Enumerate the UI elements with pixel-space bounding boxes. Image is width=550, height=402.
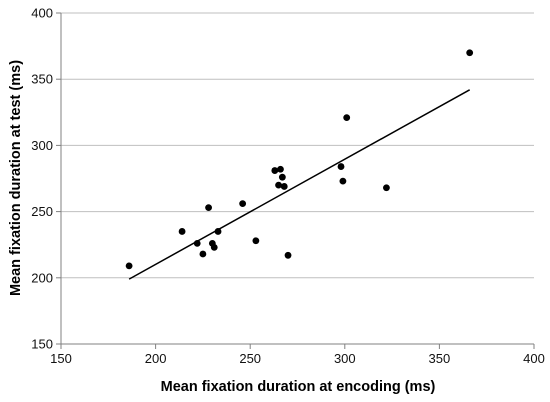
x-tick-label: 300 xyxy=(334,351,356,366)
axes xyxy=(56,12,535,349)
x-tick-label: 200 xyxy=(145,351,167,366)
y-tick-label: 200 xyxy=(31,270,53,285)
data-point xyxy=(339,177,347,185)
data-points xyxy=(125,49,474,270)
data-point xyxy=(210,243,218,251)
data-point xyxy=(125,262,133,270)
y-axis-title: Mean fixation duration at test (ms) xyxy=(8,60,24,296)
data-point xyxy=(178,228,186,235)
data-point xyxy=(466,49,474,57)
data-point xyxy=(280,183,288,190)
data-point xyxy=(252,237,260,245)
y-tick-label: 400 xyxy=(31,6,53,21)
trendline-group xyxy=(128,89,471,280)
data-point xyxy=(199,250,207,258)
x-tick-label: 400 xyxy=(523,351,545,366)
data-point xyxy=(343,114,351,121)
data-point xyxy=(193,239,201,247)
data-point xyxy=(214,228,222,235)
x-tick-label: 250 xyxy=(239,351,261,366)
data-point xyxy=(271,167,279,174)
data-point xyxy=(278,173,286,181)
data-point xyxy=(275,181,282,189)
data-point xyxy=(383,184,390,192)
y-tick-labels: 150 200 250 300 350 400 xyxy=(31,6,53,352)
data-point xyxy=(284,251,292,259)
gridlines xyxy=(61,12,534,279)
data-point xyxy=(205,204,212,212)
data-point xyxy=(337,163,345,170)
y-tick-label: 350 xyxy=(31,72,53,87)
x-tick-label: 150 xyxy=(50,351,72,366)
trendline xyxy=(128,89,471,280)
y-tick-label: 300 xyxy=(31,138,53,153)
x-axis-title: Mean fixation duration at encoding (ms) xyxy=(161,379,436,395)
y-tick-label: 150 xyxy=(31,337,53,352)
data-point xyxy=(277,165,284,173)
x-tick-label: 350 xyxy=(429,351,451,366)
y-tick-label: 250 xyxy=(31,204,53,219)
x-tick-labels: 150 200 250 300 350 400 xyxy=(50,351,545,366)
data-point xyxy=(239,200,247,208)
